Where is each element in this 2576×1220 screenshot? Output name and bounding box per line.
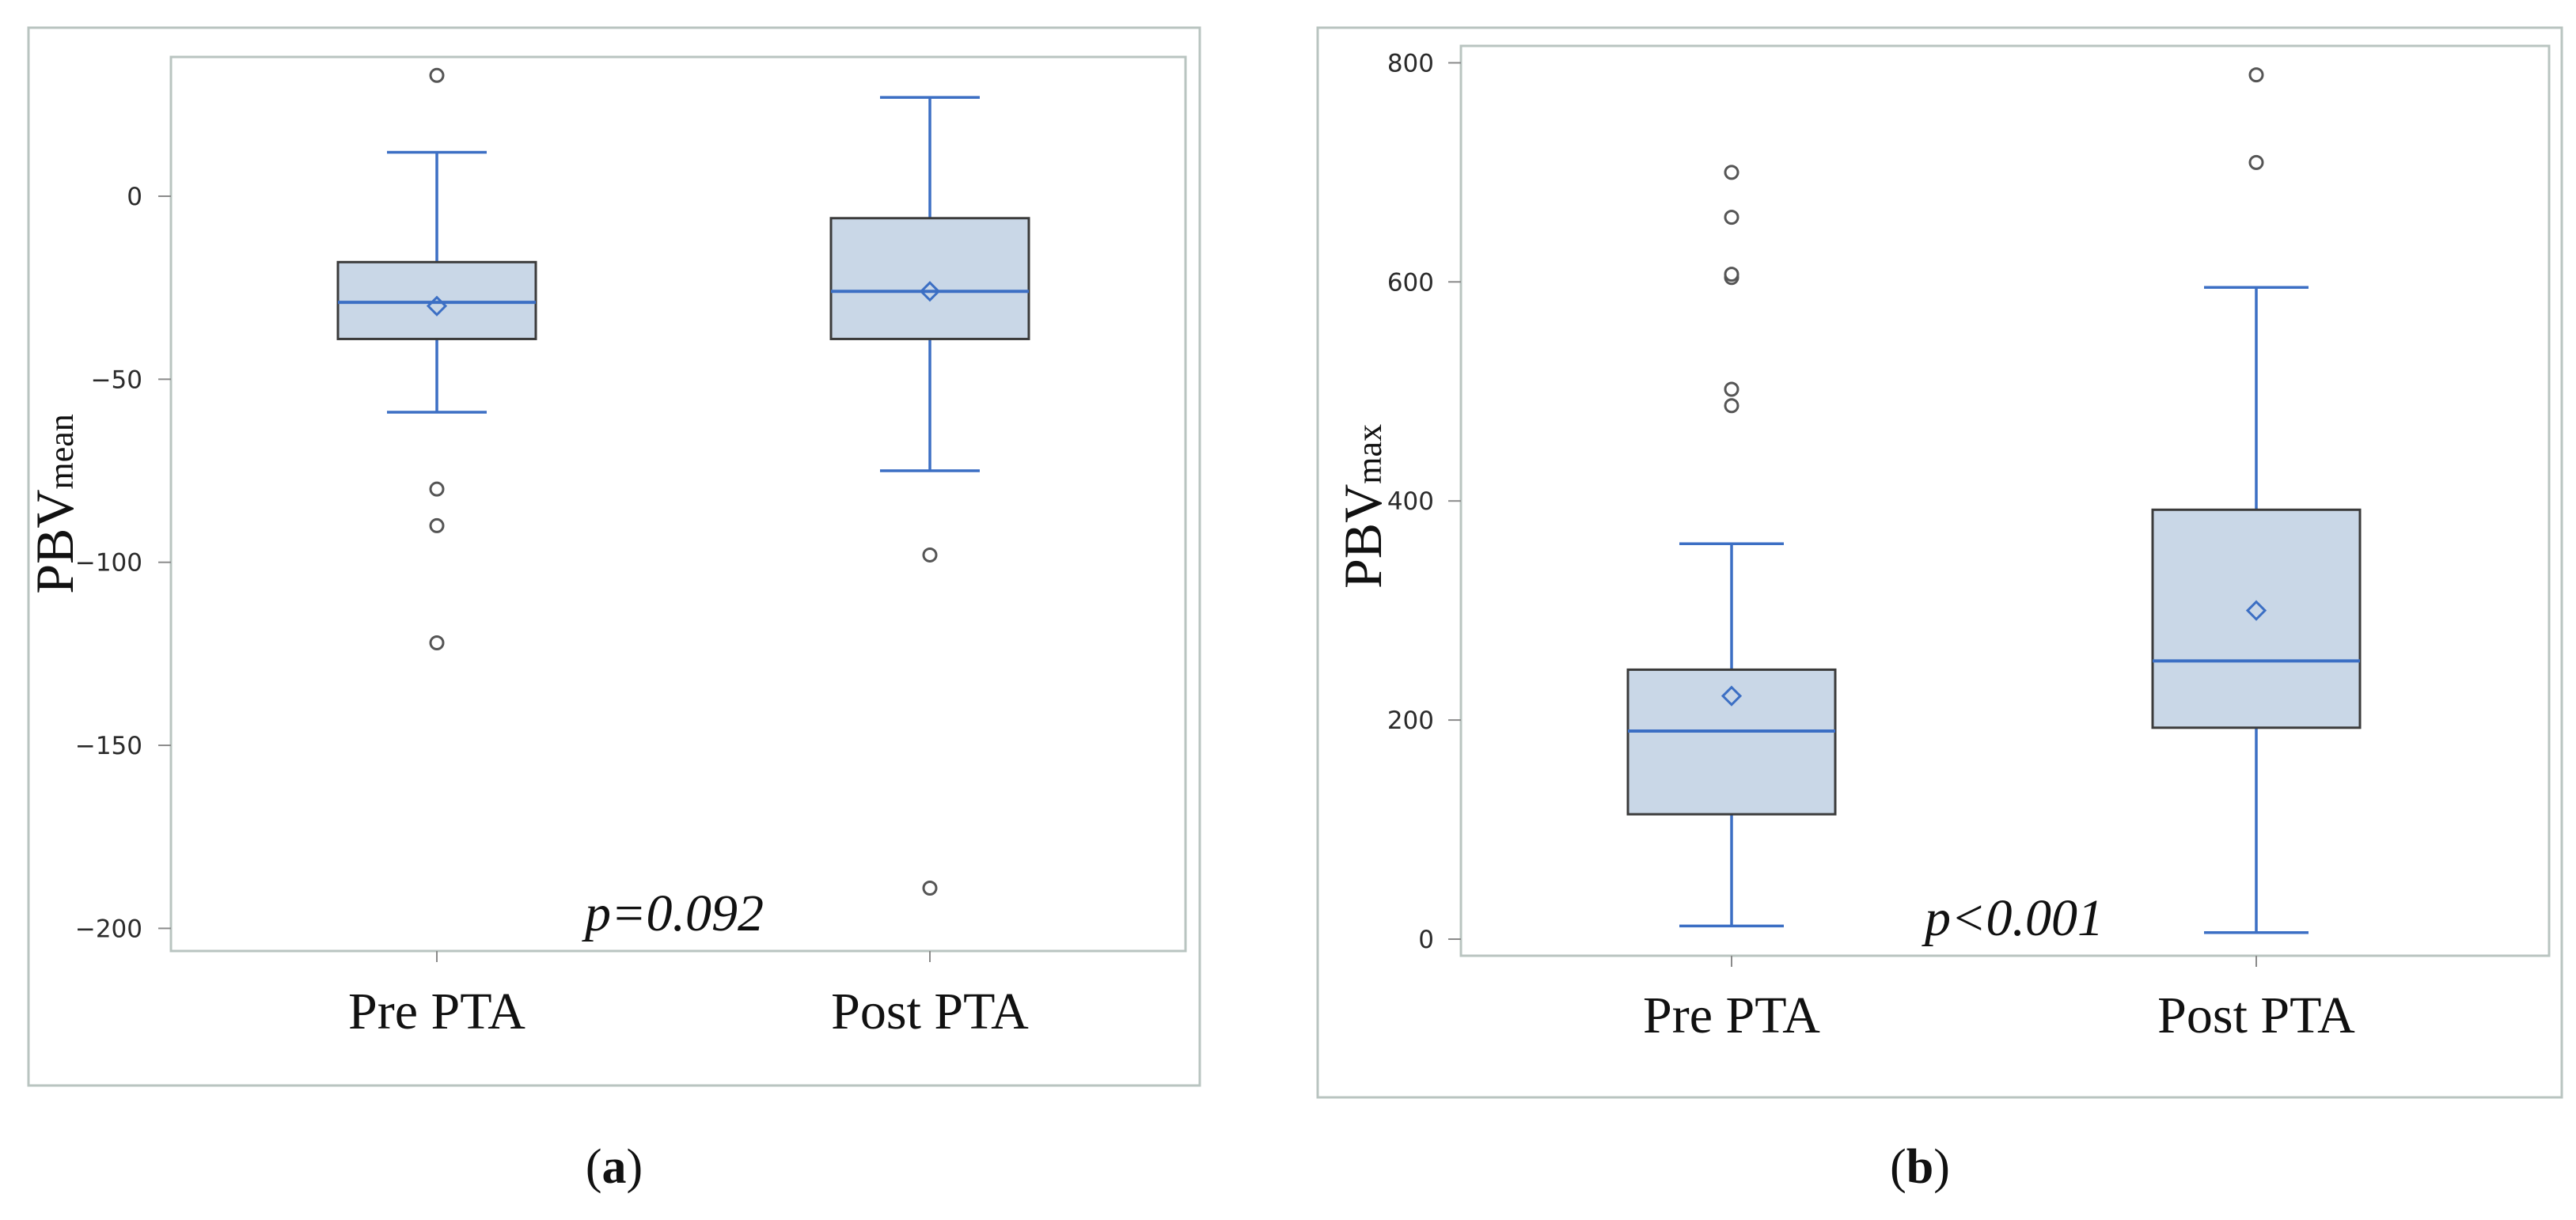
outlier-point <box>922 881 938 896</box>
outlier-point <box>429 67 445 83</box>
panel-b-category-label: Post PTA <box>2157 987 2355 1044</box>
outlier-point <box>922 547 938 563</box>
panel-a-category-label: Pre PTA <box>348 983 525 1040</box>
panel-b-caption-close: ) <box>1933 1140 1950 1194</box>
iqr-box <box>829 217 1030 340</box>
panel-a: 0 −50 −100 −150 −200 Pre PTA Post PTA PBVmean… <box>25 26 1201 1194</box>
panel-b-ytick-label: 200 <box>1387 707 1434 735</box>
panel-a-box-1 <box>829 96 1030 896</box>
panel-a-caption-open: ( <box>586 1140 602 1194</box>
panel-a-y-axis: 0 −50 −100 −150 −200 <box>75 183 171 943</box>
panel-b-caption-open: ( <box>1890 1140 1906 1194</box>
panel-b-boxes <box>1626 67 2362 934</box>
panel-a-category-label: Post PTA <box>831 983 1029 1040</box>
panel-a-y-label-main: PBV <box>25 490 85 594</box>
panel-a-ytick-label: −100 <box>75 549 142 578</box>
panel-a-y-label-sub: mean <box>42 414 81 489</box>
panel-a-y-label: PBVmean <box>25 414 85 594</box>
panel-b-ytick-label: 800 <box>1387 49 1434 78</box>
outlier-point <box>1724 210 1739 225</box>
panel-a-caption-close: ) <box>627 1140 643 1194</box>
panel-b-ytick-label: 0 <box>1418 926 1434 954</box>
panel-b-pvalue: p<0.001 <box>1922 889 2104 947</box>
outlier-point <box>1724 267 1739 282</box>
panel-a-ytick-label: −200 <box>75 915 142 943</box>
outlier-point <box>1724 398 1739 414</box>
outlier-point <box>1724 381 1739 397</box>
panel-b-y-label-main: PBV <box>1333 484 1393 589</box>
panel-a-caption: (a) <box>586 1140 643 1194</box>
panel-b-caption-letter: b <box>1906 1140 1933 1194</box>
mean-marker <box>1720 685 1743 707</box>
panel-b-x-axis: Pre PTA Post PTA <box>1643 956 2355 1044</box>
panel-b-ytick-label: 400 <box>1387 487 1434 516</box>
outlier-point <box>2248 154 2264 170</box>
panel-a-pvalue: p=0.092 <box>582 885 764 942</box>
panel-b-y-label: PBVmax <box>1333 424 1393 589</box>
mean-marker <box>2245 600 2267 621</box>
panel-a-plot-area <box>169 55 1187 953</box>
panel-b-y-label-sub: max <box>1350 424 1389 484</box>
mean-marker <box>426 295 448 316</box>
panel-b-caption: (b) <box>1890 1140 1950 1194</box>
panel-a-ytick-label: −50 <box>91 366 142 394</box>
outlier-point <box>429 481 445 497</box>
iqr-box <box>1626 668 1837 816</box>
mean-marker <box>919 281 941 302</box>
outlier-point <box>1724 165 1739 180</box>
outlier-point <box>429 517 445 533</box>
panel-b-plot-area <box>1459 44 2551 957</box>
panel-a-ytick-label: 0 <box>127 183 142 211</box>
outlier-point <box>2248 67 2264 83</box>
panel-a-x-axis: Pre PTA Post PTA <box>348 951 1029 1040</box>
panel-b-box-0 <box>1626 165 1837 928</box>
panel-b-category-label: Pre PTA <box>1643 987 1820 1044</box>
panel-b-ytick-label: 600 <box>1387 268 1434 297</box>
panel-b-y-axis: 0 200 400 600 800 <box>1387 49 1461 954</box>
panel-a-box-0 <box>336 67 537 650</box>
iqr-box <box>336 260 537 340</box>
panel-b: 0 200 400 600 800 Pre PTA Post PTA PBVmax p<0… <box>1316 26 2563 1194</box>
panel-a-caption-letter: a <box>602 1140 627 1194</box>
outlier-point <box>429 635 445 650</box>
panel-a-ytick-label: −150 <box>75 732 142 760</box>
panel-b-box-1 <box>2151 67 2362 934</box>
panel-a-boxes <box>336 67 1030 896</box>
